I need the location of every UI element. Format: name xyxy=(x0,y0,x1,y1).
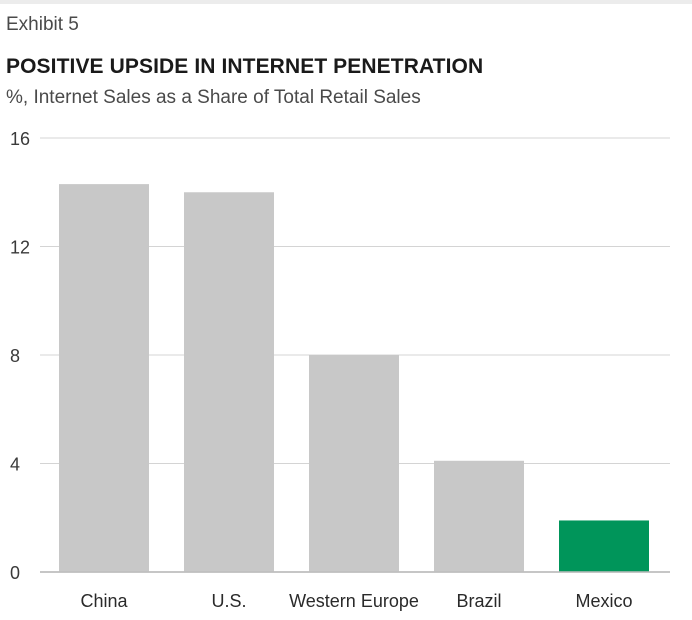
y-tick-label-0: 0 xyxy=(10,563,20,583)
x-tick-label-brazil: Brazil xyxy=(456,591,501,611)
x-tick-labels: China U.S. Western Europe Brazil Mexico xyxy=(80,591,632,611)
bar-mexico xyxy=(559,520,649,572)
top-rule xyxy=(0,0,692,4)
bars xyxy=(40,184,670,573)
x-tick-label-western-europe: Western Europe xyxy=(289,591,419,611)
x-tick-label-china: China xyxy=(80,591,128,611)
y-tick-label-12: 12 xyxy=(10,238,30,258)
chart-subtitle: %, Internet Sales as a Share of Total Re… xyxy=(6,87,421,108)
bar-u-s xyxy=(184,192,274,572)
y-tick-labels: 0 4 8 12 16 xyxy=(10,129,30,583)
y-tick-label-16: 16 xyxy=(10,129,30,149)
bar-western-europe xyxy=(309,355,399,572)
exhibit-label: Exhibit 5 xyxy=(6,14,79,35)
bar-brazil xyxy=(434,460,524,572)
x-tick-label-mexico: Mexico xyxy=(575,591,632,611)
bar-china xyxy=(59,184,149,573)
y-tick-label-4: 4 xyxy=(10,455,20,475)
y-tick-label-8: 8 xyxy=(10,346,20,366)
chart-title: POSITIVE UPSIDE IN INTERNET PENETRATION xyxy=(6,55,484,78)
x-tick-label-u-s: U.S. xyxy=(211,591,246,611)
